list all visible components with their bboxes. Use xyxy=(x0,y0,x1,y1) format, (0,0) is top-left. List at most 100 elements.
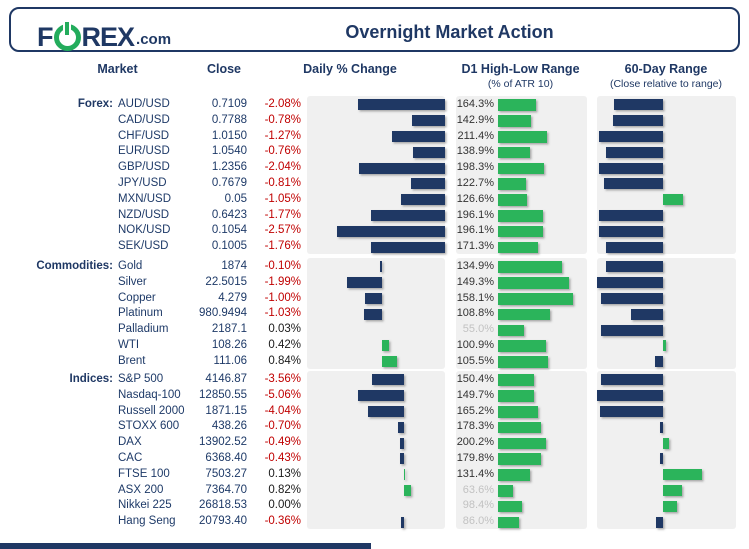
daily-change-cell: -2.57% xyxy=(264,224,301,237)
d1-range-label: 142.9% xyxy=(456,113,494,126)
market-cell: CHF/USD xyxy=(118,129,170,142)
d1-range-label: 100.9% xyxy=(456,339,494,351)
daily-change-bar xyxy=(347,277,382,289)
daily-change-bar xyxy=(364,293,382,304)
daily-change-bar xyxy=(397,421,404,433)
daily-change-cell: -1.03% xyxy=(264,307,301,320)
market-cell: SEK/USD xyxy=(118,240,169,253)
section-label: Forex: xyxy=(77,98,113,110)
daily-change-cell: 0.03% xyxy=(268,323,301,336)
close-cell: 4146.87 xyxy=(205,373,247,385)
daily-change-cell: -0.78% xyxy=(264,113,301,126)
d1-range-bar xyxy=(498,356,548,368)
d1-range-bar xyxy=(498,293,573,305)
d1-range-label: 108.8% xyxy=(456,307,494,320)
daily-change-cell: -5.06% xyxy=(264,388,301,401)
market-cell: NOK/USD xyxy=(118,224,171,237)
close-cell: 1.2356 xyxy=(211,161,247,174)
close-cell: 1874 xyxy=(221,260,247,272)
market-cell: CAC xyxy=(118,452,143,464)
daily-change-bar xyxy=(404,485,412,496)
logo-com-suffix: .com xyxy=(136,31,172,48)
d1-range-label: 98.4% xyxy=(462,499,494,512)
header-box: F REX .com Overnight Market Action xyxy=(9,7,740,52)
d1-range-bar xyxy=(498,178,527,190)
daily-change-cell: 0.42% xyxy=(268,339,301,351)
range60-bar xyxy=(663,469,703,481)
d1-range-bar xyxy=(498,277,569,289)
range60-bar xyxy=(630,308,663,320)
d1-range-bar xyxy=(498,437,547,450)
page-title: Overnight Market Action xyxy=(345,22,554,42)
close-cell: 0.7679 xyxy=(211,177,247,189)
daily-change-cell: -0.43% xyxy=(264,452,301,464)
d1-range-label: 179.8% xyxy=(456,452,494,464)
d1-range-bar xyxy=(498,421,541,434)
close-cell: 2187.1 xyxy=(211,323,247,336)
d1-range-bar xyxy=(498,162,544,175)
d1-range-bar xyxy=(498,225,544,238)
panel-r60 xyxy=(597,258,736,369)
d1-range-bar xyxy=(498,241,538,254)
daily-change-bar xyxy=(380,261,382,273)
market-cell: FTSE 100 xyxy=(118,467,170,480)
d1-range-label: 196.1% xyxy=(456,208,494,221)
d1-range-bar xyxy=(498,131,548,143)
market-cell: EUR/USD xyxy=(118,145,170,158)
market-cell: S&P 500 xyxy=(118,373,164,385)
close-cell: 12850.55 xyxy=(199,388,247,401)
close-cell: 0.7109 xyxy=(211,98,247,110)
d1-range-label: 200.2% xyxy=(456,436,494,449)
range60-bar xyxy=(605,261,663,273)
range60-bar xyxy=(600,324,663,336)
daily-change-bar xyxy=(399,437,404,449)
close-cell: 108.26 xyxy=(211,339,247,351)
d1-range-bar xyxy=(498,340,546,352)
market-cell: Platinum xyxy=(118,307,163,320)
range60-bar xyxy=(603,178,663,190)
daily-change-cell: -0.81% xyxy=(264,177,301,189)
logo-power-o-icon xyxy=(53,23,81,51)
close-cell: 111.06 xyxy=(213,354,247,367)
daily-change-cell: -1.99% xyxy=(264,275,301,288)
d1-range-bar xyxy=(498,115,532,127)
daily-change-bar xyxy=(412,115,445,127)
range60-bar xyxy=(606,146,663,158)
d1-range-label: 178.3% xyxy=(456,420,494,433)
range60-bar xyxy=(663,500,677,512)
daily-change-bar xyxy=(371,241,445,253)
daily-change-cell: -0.10% xyxy=(264,260,301,272)
col-subheader-atr: (% of ATR 10) xyxy=(487,78,554,90)
close-cell: 20793.40 xyxy=(199,515,247,528)
d1-range-label: 164.3% xyxy=(456,98,494,110)
col-header-60day-range: 60-Day Range xyxy=(624,62,708,76)
range60-bar xyxy=(600,406,663,417)
daily-change-cell: -0.70% xyxy=(264,420,301,433)
daily-change-cell: 0.82% xyxy=(268,483,301,496)
forex-logo: F REX .com xyxy=(37,22,171,52)
d1-range-label: 165.2% xyxy=(456,404,494,417)
daily-change-bar xyxy=(370,210,445,221)
range60-bar xyxy=(600,374,663,386)
d1-range-bar xyxy=(498,406,538,418)
d1-range-bar xyxy=(498,516,519,529)
d1-range-label: 158.1% xyxy=(456,291,494,304)
d1-range-bar xyxy=(498,324,525,337)
d1-range-label: 138.9% xyxy=(456,145,494,158)
col-subheader-close-relative: (Close relative to range) xyxy=(609,78,723,90)
d1-range-bar xyxy=(498,210,544,222)
d1-range-label: 126.6% xyxy=(456,192,494,205)
range60-bar xyxy=(663,194,684,206)
d1-range-label: 211.4% xyxy=(457,129,495,142)
col-header-daily-change: Daily % Change xyxy=(303,62,397,76)
daily-change-cell: -0.76% xyxy=(264,145,301,158)
daily-change-bar xyxy=(400,516,404,528)
daily-change-cell: -1.05% xyxy=(264,192,301,205)
close-cell: 0.05 xyxy=(224,192,247,205)
range60-bar xyxy=(663,437,670,449)
range60-bar xyxy=(597,390,663,402)
range60-bar xyxy=(598,210,663,221)
daily-change-bar xyxy=(359,162,445,174)
range60-bar xyxy=(655,516,663,528)
daily-change-cell: -3.56% xyxy=(264,373,301,385)
